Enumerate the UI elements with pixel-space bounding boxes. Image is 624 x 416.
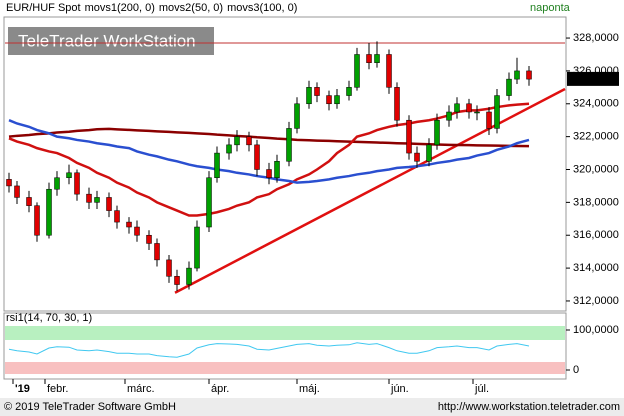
- rsi-tick-label: 100,0000: [573, 324, 619, 336]
- candle-body: [106, 197, 112, 211]
- rsi-tick-label: 0: [573, 364, 579, 376]
- rsi-band: [5, 326, 565, 340]
- candle-body: [26, 197, 32, 206]
- candle-body: [214, 152, 220, 178]
- candle-body: [414, 152, 420, 162]
- candle-body: [514, 70, 520, 80]
- rsi-title: rsi1(14, 70, 30, 1): [6, 312, 92, 324]
- candle-body: [74, 172, 80, 195]
- watermark-box: [8, 27, 214, 55]
- y-tick-label: 318,0000: [573, 196, 619, 208]
- y-tick-label: 314,0000: [573, 262, 619, 274]
- candle-body: [126, 221, 132, 228]
- legend-entry: movs2(50, 0): [159, 2, 223, 14]
- candle-body: [146, 234, 152, 244]
- x-tick-label: júl.: [474, 383, 489, 395]
- candle-body: [154, 243, 160, 261]
- candle-body: [446, 111, 452, 121]
- rsi-line: [8, 342, 530, 358]
- y-tick-label: 316,0000: [573, 229, 619, 241]
- x-tick-label: jún.: [390, 383, 409, 395]
- candle-body: [406, 119, 412, 154]
- x-tick-label: máj.: [299, 383, 320, 395]
- y-tick-label: 320,0000: [573, 163, 619, 175]
- candle-body: [234, 136, 240, 146]
- y-tick-label: 322,0000: [573, 131, 619, 143]
- candle-body: [274, 161, 280, 178]
- candle-body: [206, 177, 212, 228]
- frequency: naponta: [530, 2, 571, 14]
- y-tick-label: 324,0000: [573, 98, 619, 110]
- footer-bar: [0, 398, 624, 416]
- candle-body: [94, 197, 100, 203]
- candle-body: [374, 54, 380, 63]
- watermark: TeleTrader WorkStation: [18, 31, 196, 50]
- candle-body: [246, 136, 252, 146]
- moving-average: [8, 102, 530, 217]
- price-panel: [3, 16, 567, 312]
- y-tick-label: 312,0000: [573, 295, 619, 307]
- footer-left: © 2019 TeleTrader Software GmbH: [4, 401, 176, 413]
- last-price-box: [567, 71, 619, 86]
- candle-body: [266, 169, 272, 178]
- candle-body: [466, 103, 472, 113]
- candle-body: [386, 54, 392, 88]
- footer-right: http://www.workstation.teletrader.com: [438, 401, 620, 413]
- candle-body: [506, 78, 512, 96]
- candle-body: [186, 267, 192, 285]
- candle-body: [434, 119, 440, 146]
- rsi-band: [5, 362, 565, 374]
- candle-body: [286, 128, 292, 162]
- candle-body: [6, 179, 12, 187]
- last-price-label: 325,5150: [570, 73, 616, 85]
- candle-body: [494, 95, 500, 129]
- legend-entry: movs1(200, 0): [85, 2, 155, 14]
- candle-body: [486, 111, 492, 129]
- candle-body: [366, 54, 372, 63]
- candle-body: [474, 111, 480, 114]
- candle-body: [346, 87, 352, 96]
- moving-average: [8, 127, 530, 148]
- candle-body: [34, 205, 40, 236]
- candle-body: [54, 177, 60, 190]
- candle-body: [326, 95, 332, 105]
- candle-body: [226, 144, 232, 154]
- candle-body: [134, 226, 140, 236]
- x-tick-label: ápr.: [211, 383, 229, 395]
- legend-entry: EUR/HUF Spot: [6, 2, 81, 14]
- candle-body: [174, 276, 180, 285]
- candle-body: [166, 259, 172, 277]
- candle-body: [334, 95, 340, 105]
- x-tick-label: márc.: [127, 383, 155, 395]
- candle-body: [66, 172, 72, 178]
- y-tick-label: 328,0000: [573, 32, 619, 44]
- legend-entry: movs3(100, 0): [227, 2, 297, 14]
- candle-body: [46, 188, 52, 236]
- x-tick-label: febr.: [47, 383, 68, 395]
- candle-body: [194, 226, 200, 269]
- candle-body: [454, 103, 460, 113]
- candle-body: [306, 87, 312, 105]
- candle-body: [314, 87, 320, 96]
- candle-body: [14, 185, 20, 198]
- candle-body: [354, 54, 360, 88]
- candle-body: [254, 144, 260, 170]
- candle-body: [526, 70, 532, 80]
- candle-body: [426, 144, 432, 162]
- candle-body: [86, 193, 92, 203]
- candle-body: [294, 103, 300, 129]
- candle-body: [394, 87, 400, 121]
- candle-body: [114, 210, 120, 223]
- trendline: [174, 87, 566, 294]
- x-tick-label: '19: [15, 383, 30, 395]
